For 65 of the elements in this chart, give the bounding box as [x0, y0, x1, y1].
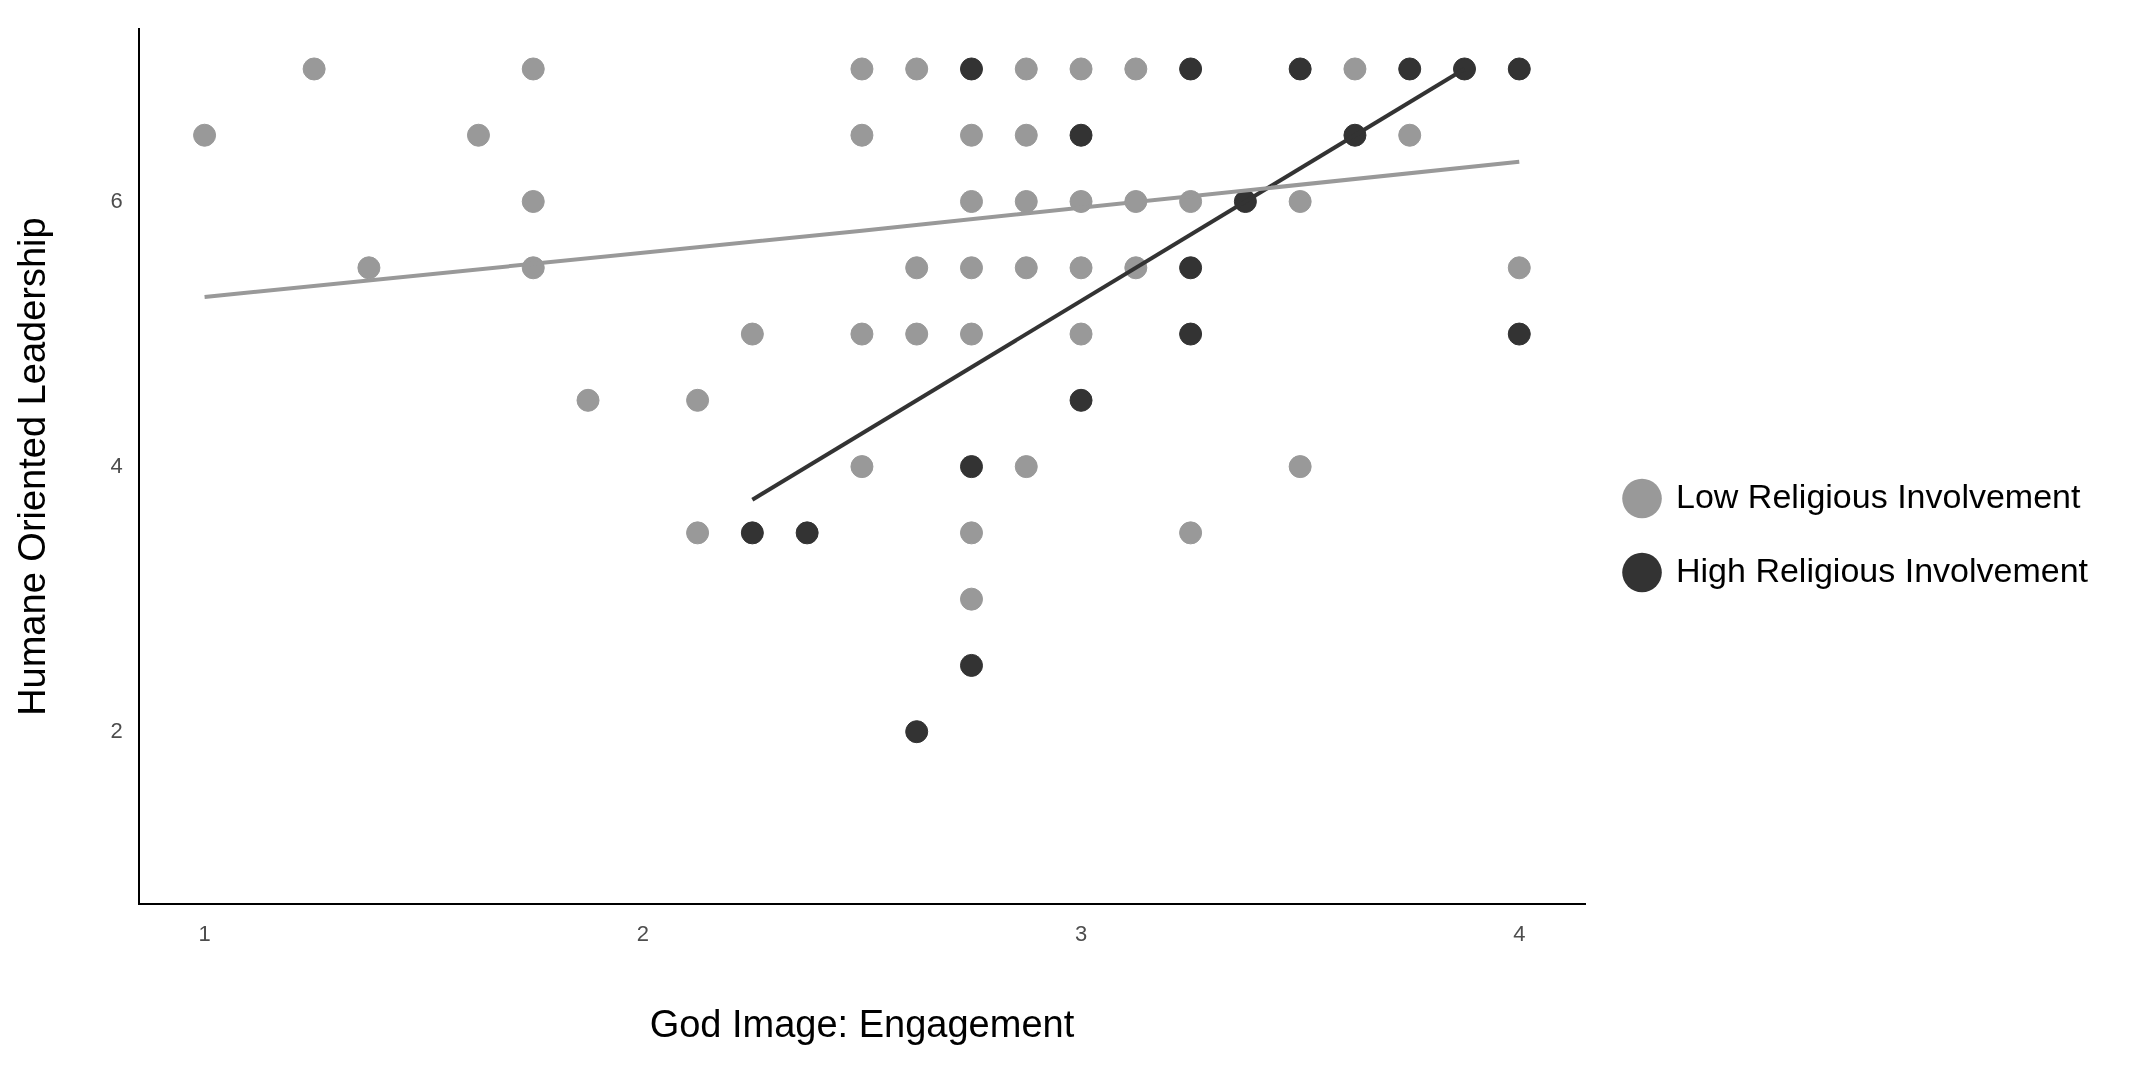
point [959, 190, 983, 214]
point [905, 57, 929, 81]
x-tick-label: 3 [1074, 921, 1088, 947]
point [193, 123, 217, 147]
point [1179, 521, 1203, 545]
legend-label: Low Religious Involvement [1676, 476, 2081, 515]
point [850, 123, 874, 147]
y-tick-label: 6 [110, 187, 123, 213]
point [686, 521, 710, 545]
y-axis-title: Humane Oriented Leadership [11, 217, 54, 716]
point [959, 123, 983, 147]
point [850, 322, 874, 346]
point [1014, 57, 1038, 81]
point [959, 587, 983, 611]
point [959, 256, 983, 280]
point [1288, 455, 1312, 479]
point [1014, 256, 1038, 280]
point [576, 388, 600, 412]
point [959, 653, 983, 677]
point [959, 322, 983, 346]
point [905, 720, 929, 744]
point [1398, 123, 1422, 147]
point [905, 322, 929, 346]
point [521, 57, 545, 81]
x-tick-label: 2 [636, 921, 649, 947]
point [1014, 190, 1038, 214]
point [1507, 322, 1531, 346]
point [466, 123, 490, 147]
point [959, 521, 983, 545]
x-tick-label: 4 [1513, 921, 1526, 947]
point [850, 57, 874, 81]
point [850, 455, 874, 479]
point [740, 322, 764, 346]
x-tick-label: 1 [198, 921, 211, 947]
y-tick-label: 2 [110, 717, 123, 743]
x-axis-title: God Image: Engagement [649, 1002, 1075, 1045]
point [1398, 57, 1422, 81]
point [740, 521, 764, 545]
point [357, 256, 381, 280]
point [521, 190, 545, 214]
legend-label: High Religious Involvement [1676, 550, 2089, 589]
point [1069, 256, 1093, 280]
point [1069, 388, 1093, 412]
point [1343, 57, 1367, 81]
point [1507, 57, 1531, 81]
point [1124, 57, 1148, 81]
point [959, 57, 983, 81]
point [1069, 322, 1093, 346]
point [1069, 123, 1093, 147]
point [1288, 57, 1312, 81]
point [905, 256, 929, 280]
point [1179, 57, 1203, 81]
point [1014, 123, 1038, 147]
y-tick-label: 4 [110, 452, 123, 478]
point [686, 388, 710, 412]
point [1507, 256, 1531, 280]
point [795, 521, 819, 545]
point [1179, 256, 1203, 280]
point [1179, 322, 1203, 346]
point [1288, 190, 1312, 214]
point [1014, 455, 1038, 479]
point [1453, 57, 1476, 81]
point [302, 57, 326, 81]
point [959, 455, 983, 479]
point [1069, 57, 1093, 81]
